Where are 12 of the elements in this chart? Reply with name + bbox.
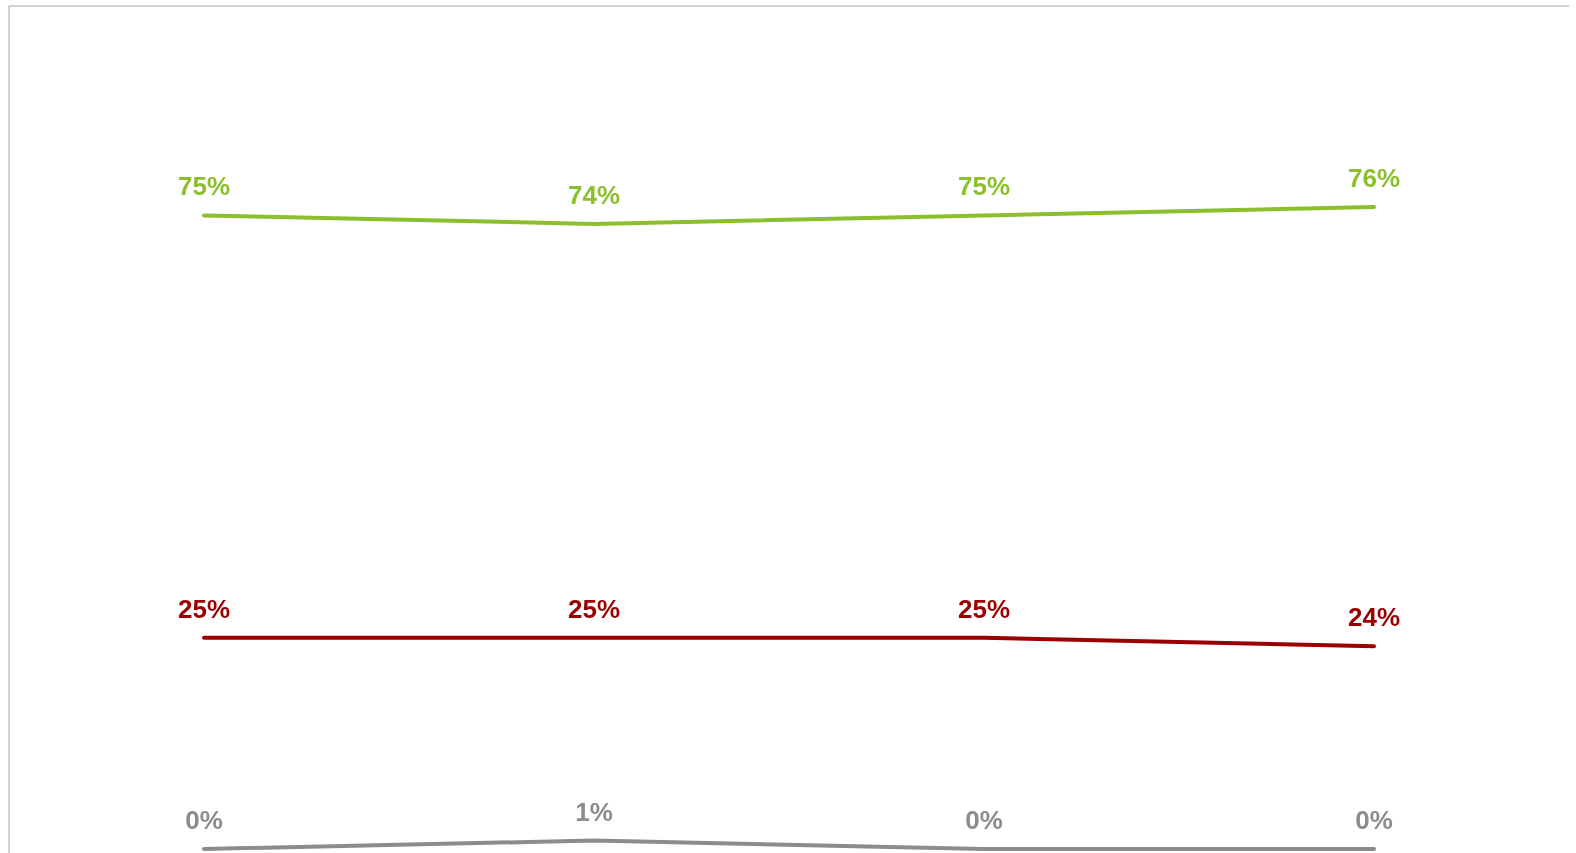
- data-label: 24%: [1347, 602, 1401, 633]
- data-label: 25%: [957, 593, 1011, 624]
- data-label: 76%: [1347, 163, 1401, 193]
- data-label: 0%: [1355, 805, 1393, 835]
- data-label: 0%: [965, 805, 1003, 835]
- data-label: 74%: [567, 179, 621, 210]
- data-label: 75%: [957, 171, 1011, 202]
- data-label: 25%: [177, 593, 231, 624]
- data-label: 75%: [177, 171, 231, 202]
- data-label: 1%: [575, 796, 613, 827]
- data-label: 25%: [567, 593, 621, 624]
- data-label: 0%: [185, 805, 223, 835]
